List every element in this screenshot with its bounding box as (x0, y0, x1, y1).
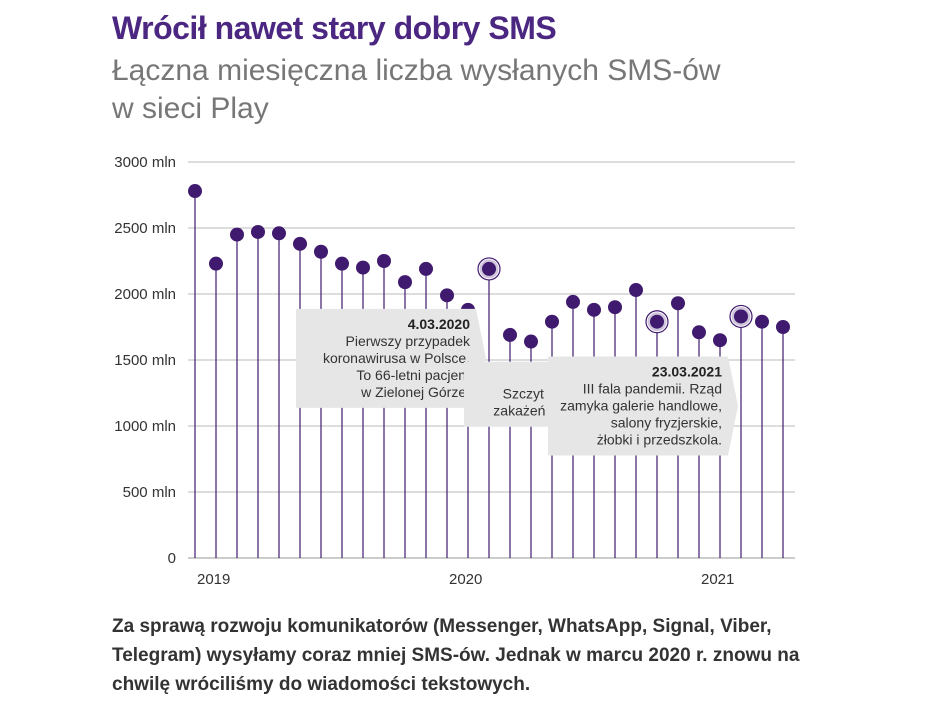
data-point (398, 275, 412, 290)
y-tick-label: 2000 mln (114, 286, 176, 303)
tick-layer: 0 500 mln 1000 mln 1500 mln 2000 mln 2500 mln… (114, 154, 734, 588)
y-tick-label: 1000 mln (114, 418, 176, 435)
data-point (692, 325, 706, 340)
dot-layer (188, 184, 790, 349)
annotation-line: żłobki i przedszkola. (597, 431, 722, 447)
y-tick-label: 3000 mln (114, 154, 176, 171)
y-tick-label: 500 mln (123, 484, 176, 501)
annotation-line: salony fryzjerskie, (611, 414, 722, 430)
data-point (293, 236, 307, 251)
data-point (272, 226, 286, 241)
chart-caption: Za sprawą rozwoju komunikatorów (Messeng… (112, 616, 800, 695)
data-point (356, 260, 370, 275)
data-point (755, 314, 769, 329)
data-point (608, 300, 622, 315)
y-tick-label: 2500 mln (114, 220, 176, 237)
data-point (419, 261, 433, 276)
annotation-line: zamyka galerie handlowe, (560, 397, 722, 413)
chart-title: Wrócił nawet stary dobry SMS (112, 10, 557, 46)
annotation-bg (548, 356, 738, 456)
data-point-highlighted (482, 261, 496, 276)
data-point (503, 327, 517, 342)
data-point (230, 227, 244, 242)
x-tick-label: 2020 (449, 571, 482, 588)
data-point (671, 296, 685, 311)
data-point (188, 184, 202, 199)
annotation-date: 23.03.2021 (652, 363, 722, 379)
data-point (377, 254, 391, 268)
data-point (713, 333, 727, 348)
data-point-highlighted (650, 314, 664, 329)
annotation-line: To 66-letni pacjent (356, 367, 470, 383)
data-point (335, 256, 349, 271)
x-tick-label: 2019 (197, 571, 230, 588)
y-tick-label: 1500 mln (114, 352, 176, 369)
data-point (776, 320, 790, 334)
y-tick-label: 0 (168, 550, 176, 567)
annotation-bg (296, 308, 486, 408)
data-point (440, 288, 454, 303)
chart-subtitle: Łączna miesięczna liczba wysłanych SMS-ó… (112, 54, 721, 125)
data-point (209, 256, 223, 271)
data-point (524, 334, 538, 349)
data-point (251, 224, 265, 239)
data-point (314, 244, 328, 259)
data-point (566, 294, 580, 309)
annotation-line: Pierwszy przypadek (346, 333, 471, 349)
data-point-highlighted (734, 309, 748, 324)
annotation-date: 4.03.2020 (408, 316, 470, 332)
x-tick-label: 2021 (701, 571, 734, 588)
data-point (587, 302, 601, 317)
annotation-line: III fala pandemii. Rząd (583, 380, 722, 396)
data-point (629, 283, 643, 298)
annotation-line: w Zielonej Górze. (360, 384, 470, 400)
data-point (545, 314, 559, 329)
annotation-line: koronawirusa w Polsce. (323, 350, 470, 366)
